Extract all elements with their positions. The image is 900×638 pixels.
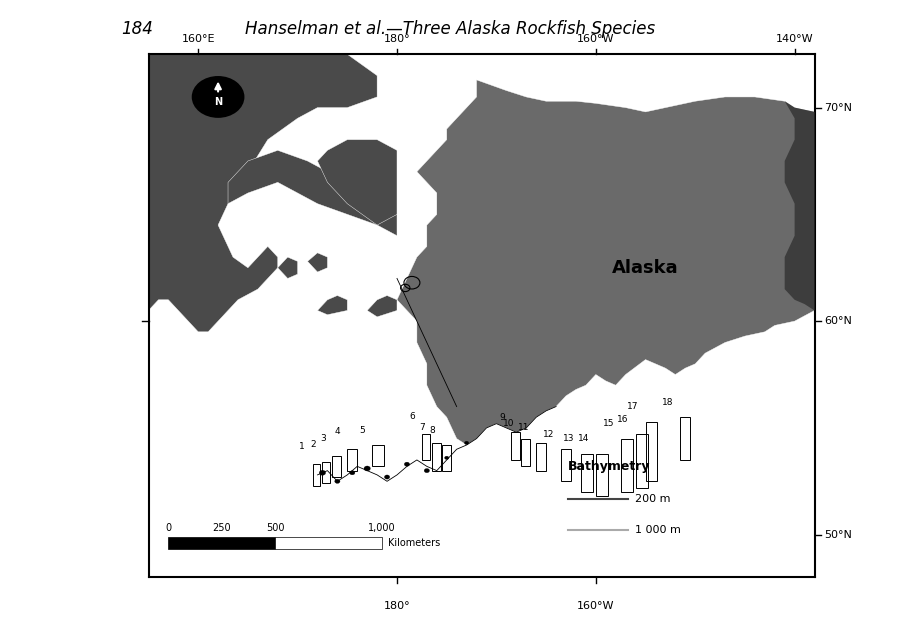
Text: 6: 6 bbox=[410, 412, 415, 421]
Bar bbox=[312, 464, 320, 486]
Text: 2: 2 bbox=[310, 440, 316, 449]
Bar bbox=[621, 438, 633, 492]
Bar bbox=[322, 462, 330, 484]
Text: 13: 13 bbox=[562, 434, 574, 443]
Polygon shape bbox=[278, 257, 298, 278]
Text: 1 000 m: 1 000 m bbox=[634, 525, 680, 535]
Bar bbox=[275, 537, 382, 549]
Text: 70°N: 70°N bbox=[824, 103, 852, 113]
Text: 3: 3 bbox=[320, 434, 326, 443]
Text: 4: 4 bbox=[335, 427, 340, 436]
Circle shape bbox=[364, 466, 371, 471]
Circle shape bbox=[424, 468, 429, 473]
Text: 7: 7 bbox=[419, 424, 425, 433]
Text: 15: 15 bbox=[602, 419, 614, 428]
Text: 8: 8 bbox=[429, 426, 435, 434]
Text: 250: 250 bbox=[212, 523, 231, 533]
Text: 180°: 180° bbox=[383, 34, 410, 44]
Text: 160°W: 160°W bbox=[577, 34, 615, 44]
Polygon shape bbox=[308, 253, 328, 272]
Text: 160°E: 160°E bbox=[182, 34, 215, 44]
Bar bbox=[168, 537, 275, 549]
Text: Alaska: Alaska bbox=[612, 259, 679, 277]
Text: 18: 18 bbox=[662, 397, 673, 407]
Polygon shape bbox=[397, 80, 814, 445]
Circle shape bbox=[464, 441, 469, 445]
Text: 1: 1 bbox=[299, 442, 304, 451]
Bar bbox=[332, 456, 341, 477]
Bar bbox=[511, 432, 520, 460]
Bar bbox=[561, 449, 571, 481]
Text: 200 m: 200 m bbox=[634, 494, 670, 504]
Polygon shape bbox=[318, 140, 397, 225]
Text: 9: 9 bbox=[499, 413, 505, 422]
Text: 160°W: 160°W bbox=[577, 601, 615, 611]
Text: 5: 5 bbox=[360, 426, 365, 434]
Text: 1,000: 1,000 bbox=[368, 523, 395, 533]
Text: Bathymetry: Bathymetry bbox=[568, 460, 651, 473]
Text: 12: 12 bbox=[543, 430, 554, 439]
Bar bbox=[580, 454, 593, 492]
Circle shape bbox=[193, 77, 243, 117]
Circle shape bbox=[349, 471, 355, 475]
Text: 0: 0 bbox=[166, 523, 172, 533]
Text: 11: 11 bbox=[518, 424, 529, 433]
Polygon shape bbox=[318, 295, 347, 315]
Bar bbox=[442, 445, 451, 471]
Bar bbox=[373, 445, 384, 466]
Polygon shape bbox=[228, 151, 397, 235]
Text: 10: 10 bbox=[503, 419, 515, 428]
Text: Hanselman et al.—Three Alaska Rockfish Species: Hanselman et al.—Three Alaska Rockfish S… bbox=[245, 20, 655, 38]
Polygon shape bbox=[148, 54, 377, 332]
Bar bbox=[521, 438, 530, 466]
Circle shape bbox=[335, 479, 340, 484]
Bar bbox=[536, 443, 546, 471]
Bar bbox=[645, 422, 657, 481]
Bar bbox=[635, 434, 647, 487]
Text: 60°N: 60°N bbox=[824, 316, 852, 326]
Bar bbox=[680, 417, 690, 460]
Text: Kilometers: Kilometers bbox=[388, 538, 440, 548]
Bar bbox=[422, 434, 430, 460]
Polygon shape bbox=[785, 101, 814, 311]
Text: 50°N: 50°N bbox=[824, 530, 852, 540]
Text: 184: 184 bbox=[122, 20, 153, 38]
Text: 14: 14 bbox=[578, 434, 590, 443]
Circle shape bbox=[404, 462, 410, 466]
Bar bbox=[347, 449, 357, 471]
Text: N: N bbox=[214, 97, 222, 107]
Polygon shape bbox=[367, 295, 397, 317]
Text: 180°: 180° bbox=[383, 601, 410, 611]
Bar bbox=[596, 454, 608, 496]
Text: 16: 16 bbox=[617, 415, 629, 424]
Bar bbox=[432, 443, 441, 471]
Circle shape bbox=[384, 475, 390, 479]
Circle shape bbox=[320, 470, 326, 475]
Text: 17: 17 bbox=[627, 402, 639, 411]
Text: 140°W: 140°W bbox=[776, 34, 814, 44]
Text: 500: 500 bbox=[266, 523, 284, 533]
Circle shape bbox=[445, 456, 449, 459]
